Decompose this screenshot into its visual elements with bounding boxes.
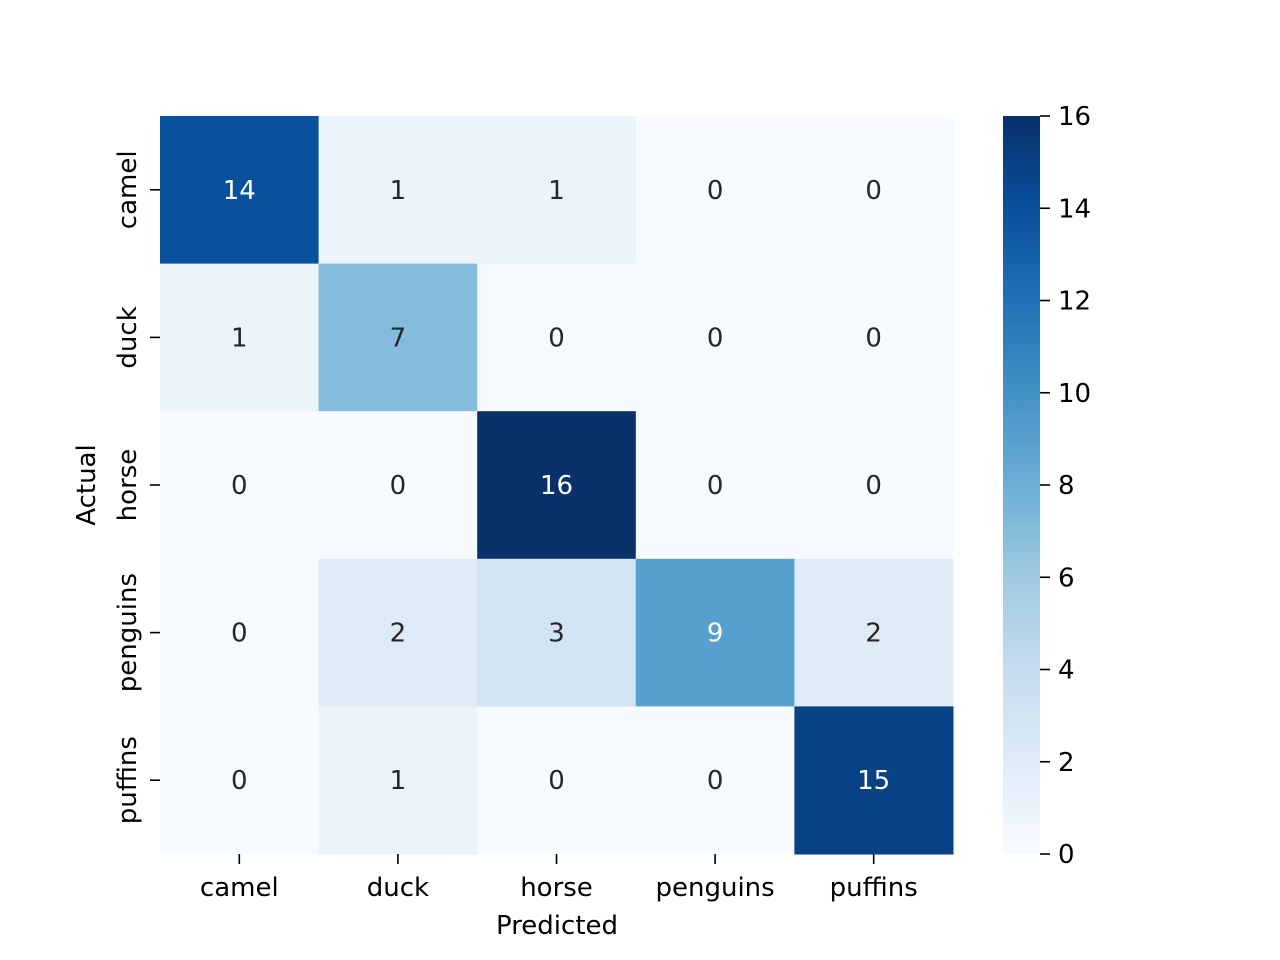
heatmap-cell bbox=[794, 558, 954, 707]
heatmap-cell bbox=[160, 116, 320, 265]
heatmap-cell bbox=[318, 558, 478, 707]
heatmap-cell-labels: 14 1 1 0 0 1 7 0 0 0 0 0 16 0 0 0 2 3 9 2 0 1 0 0 15 bbox=[223, 176, 890, 796]
heatmap-cell-label: 0 bbox=[707, 766, 724, 796]
heatmap-cell bbox=[794, 263, 954, 412]
x-axis-ticks: camel duck horse penguins puffins bbox=[200, 854, 918, 903]
heatmap-cell-label: 1 bbox=[390, 766, 407, 796]
x-tick-label: camel bbox=[200, 873, 279, 903]
heatmap-cell-label: 0 bbox=[390, 471, 407, 501]
colorbar-ticks: 0 2 4 6 8 10 12 14 16 bbox=[1040, 102, 1091, 870]
heatmap-cell bbox=[477, 706, 637, 855]
x-axis-label: Predicted bbox=[496, 911, 618, 941]
heatmap-cell bbox=[635, 411, 795, 560]
heatmap-cell bbox=[160, 411, 320, 560]
heatmap-cell bbox=[160, 263, 320, 412]
heatmap-cell-label: 1 bbox=[231, 323, 248, 353]
colorbar-tick-label: 4 bbox=[1058, 656, 1075, 686]
y-tick-label: horse bbox=[113, 449, 143, 522]
heatmap-cells bbox=[160, 116, 954, 855]
colorbar-tick-label: 10 bbox=[1058, 379, 1091, 409]
heatmap-cell-label: 3 bbox=[548, 619, 565, 649]
y-tick-label: puffins bbox=[113, 736, 143, 824]
heatmap-cell-label: 0 bbox=[231, 471, 248, 501]
y-tick-label: camel bbox=[113, 150, 143, 229]
heatmap-cell bbox=[635, 263, 795, 412]
heatmap-cell-label: 0 bbox=[231, 619, 248, 649]
y-tick-label: duck bbox=[113, 306, 143, 368]
heatmap-cell bbox=[477, 116, 637, 265]
heatmap-cell-label: 1 bbox=[548, 176, 565, 206]
heatmap-cell-label: 0 bbox=[707, 323, 724, 353]
colorbar-tick-label: 14 bbox=[1058, 194, 1091, 224]
heatmap-cell bbox=[318, 116, 478, 265]
colorbar-tick-label: 0 bbox=[1058, 840, 1075, 870]
y-axis-label: Actual bbox=[72, 444, 102, 525]
heatmap-cell bbox=[477, 558, 637, 707]
heatmap-cell bbox=[635, 706, 795, 855]
heatmap-cell-label: 0 bbox=[548, 766, 565, 796]
heatmap-cell-label: 0 bbox=[865, 323, 882, 353]
heatmap-cell-label: 2 bbox=[865, 619, 882, 649]
x-tick-label: puffins bbox=[830, 873, 918, 903]
colorbar-tick-label: 8 bbox=[1058, 471, 1075, 501]
heatmap-cell bbox=[160, 558, 320, 707]
heatmap-cell-label: 9 bbox=[707, 619, 724, 649]
colorbar-tick-label: 12 bbox=[1058, 287, 1091, 317]
heatmap-cell-label: 0 bbox=[865, 471, 882, 501]
heatmap-cell-label: 2 bbox=[390, 619, 407, 649]
heatmap-cell-label: 15 bbox=[857, 766, 890, 796]
heatmap-cell bbox=[635, 116, 795, 265]
heatmap-cell bbox=[794, 116, 954, 265]
colorbar: 0 2 4 6 8 10 12 14 16 bbox=[1003, 102, 1091, 870]
heatmap-cell-label: 16 bbox=[540, 471, 573, 501]
heatmap-cell-label: 0 bbox=[548, 323, 565, 353]
heatmap-cell bbox=[794, 411, 954, 560]
heatmap-cell bbox=[318, 706, 478, 855]
x-tick-label: horse bbox=[520, 873, 593, 903]
colorbar-gradient-bar bbox=[1003, 116, 1040, 854]
y-axis-ticks: camel duck horse penguins puffins bbox=[113, 150, 160, 824]
heatmap-cell-label: 0 bbox=[865, 176, 882, 206]
x-tick-label: penguins bbox=[655, 873, 774, 903]
colorbar-tick-label: 2 bbox=[1058, 748, 1075, 778]
heatmap-cell bbox=[160, 706, 320, 855]
heatmap-cell-label: 14 bbox=[223, 176, 256, 206]
heatmap-cell bbox=[318, 411, 478, 560]
heatmap-cell-label: 0 bbox=[231, 766, 248, 796]
heatmap-cell-label: 0 bbox=[707, 471, 724, 501]
y-tick-label: penguins bbox=[113, 573, 143, 692]
heatmap-cell bbox=[635, 558, 795, 707]
heatmap-cell bbox=[794, 706, 954, 855]
heatmap-cell-label: 0 bbox=[707, 176, 724, 206]
x-tick-label: duck bbox=[367, 873, 429, 903]
heatmap-cell bbox=[318, 263, 478, 412]
heatmap-cell-label: 7 bbox=[390, 323, 407, 353]
colorbar-tick-label: 16 bbox=[1058, 102, 1091, 132]
heatmap-cell bbox=[477, 263, 637, 412]
heatmap-cell bbox=[477, 411, 637, 560]
colorbar-tick-label: 6 bbox=[1058, 563, 1075, 593]
heatmap-cell-label: 1 bbox=[390, 176, 407, 206]
